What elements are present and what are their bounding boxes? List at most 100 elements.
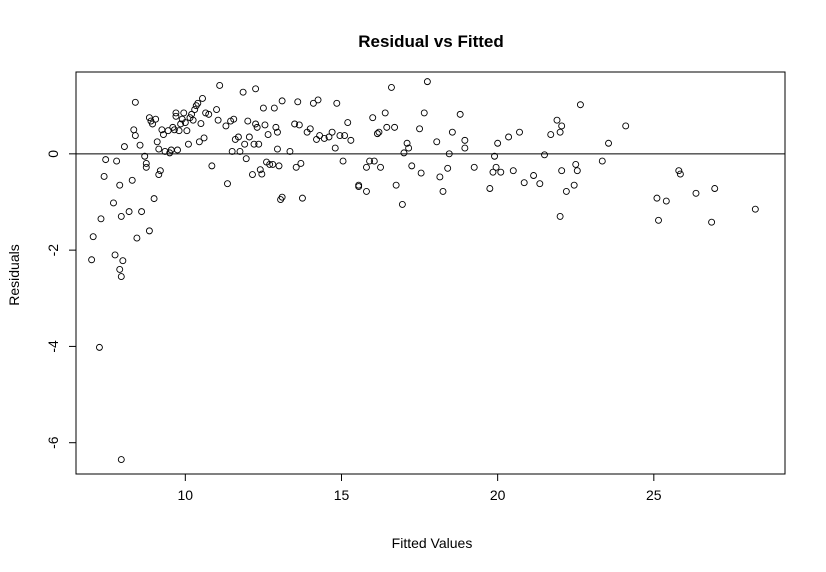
data-point [711, 185, 719, 192]
data-point [155, 145, 163, 153]
data-point [536, 180, 544, 188]
data-point [241, 140, 249, 148]
data-point [286, 147, 294, 155]
data-point [155, 171, 163, 178]
data-point [275, 162, 283, 170]
data-point [392, 181, 400, 189]
data-point [222, 122, 230, 130]
data-point [556, 212, 564, 220]
data-point [377, 163, 384, 171]
data-point [255, 140, 263, 148]
data-point [172, 109, 180, 117]
data-point [278, 193, 286, 201]
data-point [314, 96, 322, 104]
data-point [622, 122, 630, 130]
data-point [205, 110, 213, 118]
data-point [416, 125, 424, 133]
y-tick-label: -4 [45, 340, 61, 353]
data-point [117, 212, 125, 220]
data-points [88, 78, 759, 464]
data-point [341, 132, 349, 139]
data-point [191, 106, 199, 114]
data-point [398, 200, 406, 208]
data-point [214, 116, 222, 124]
data-point [97, 215, 105, 223]
data-point [278, 97, 286, 105]
data-point [520, 179, 528, 187]
data-point [117, 273, 125, 281]
data-point [403, 139, 411, 147]
data-point [264, 131, 272, 139]
data-point [292, 163, 300, 171]
data-point [199, 95, 206, 102]
data-point [195, 138, 203, 146]
data-point [194, 99, 202, 107]
data-point [383, 123, 391, 131]
data-point [160, 131, 167, 139]
plot-box [75, 71, 786, 475]
data-point [131, 98, 139, 106]
data-point [328, 128, 336, 136]
data-point [252, 120, 260, 128]
data-point [228, 147, 236, 155]
data-point [653, 194, 661, 202]
data-point [111, 251, 119, 259]
data-point [156, 167, 164, 175]
data-point [570, 181, 578, 189]
data-point [89, 233, 97, 241]
data-point [456, 110, 464, 118]
data-point [320, 134, 328, 142]
data-point [175, 127, 183, 135]
x-tick-label: 25 [646, 487, 662, 503]
data-point [439, 187, 447, 195]
data-point [576, 101, 584, 109]
data-point [136, 141, 144, 149]
x-tick-label: 10 [178, 487, 194, 503]
data-point [675, 167, 683, 175]
data-point [116, 181, 124, 189]
data-point [297, 160, 305, 167]
data-point [249, 171, 256, 178]
data-point [751, 205, 759, 213]
data-point [172, 112, 180, 120]
data-point [145, 227, 153, 235]
data-point [133, 234, 141, 242]
x-tick-label: 15 [334, 487, 350, 503]
data-point [270, 104, 278, 112]
data-point [333, 99, 341, 107]
data-point [234, 133, 242, 141]
data-point [558, 122, 566, 130]
data-point [180, 109, 188, 117]
data-point [355, 183, 363, 191]
data-point [138, 208, 146, 216]
data-point [213, 106, 221, 114]
data-point [363, 163, 370, 171]
data-point [252, 85, 260, 93]
data-point [655, 216, 662, 224]
y-tick-label: -6 [45, 436, 61, 449]
y-axis-label: Residuals [6, 244, 22, 305]
data-point [145, 114, 153, 122]
x-axis: 10 15 20 25 [178, 474, 662, 503]
data-point [200, 134, 208, 142]
data-point [174, 146, 181, 154]
data-point [347, 136, 355, 144]
data-point [183, 127, 191, 135]
data-point [516, 128, 523, 136]
data-point [245, 133, 253, 141]
data-point [110, 199, 117, 207]
data-point [391, 123, 399, 131]
data-point [152, 115, 160, 123]
data-point [259, 104, 267, 112]
data-point [420, 109, 428, 117]
data-point [236, 147, 244, 155]
data-point [339, 157, 347, 165]
data-point [125, 208, 133, 216]
data-point [149, 120, 156, 128]
data-point [216, 82, 224, 89]
data-point [253, 123, 261, 131]
data-point [150, 195, 158, 203]
data-point [489, 168, 497, 176]
data-point [486, 185, 494, 192]
data-point [573, 167, 581, 175]
